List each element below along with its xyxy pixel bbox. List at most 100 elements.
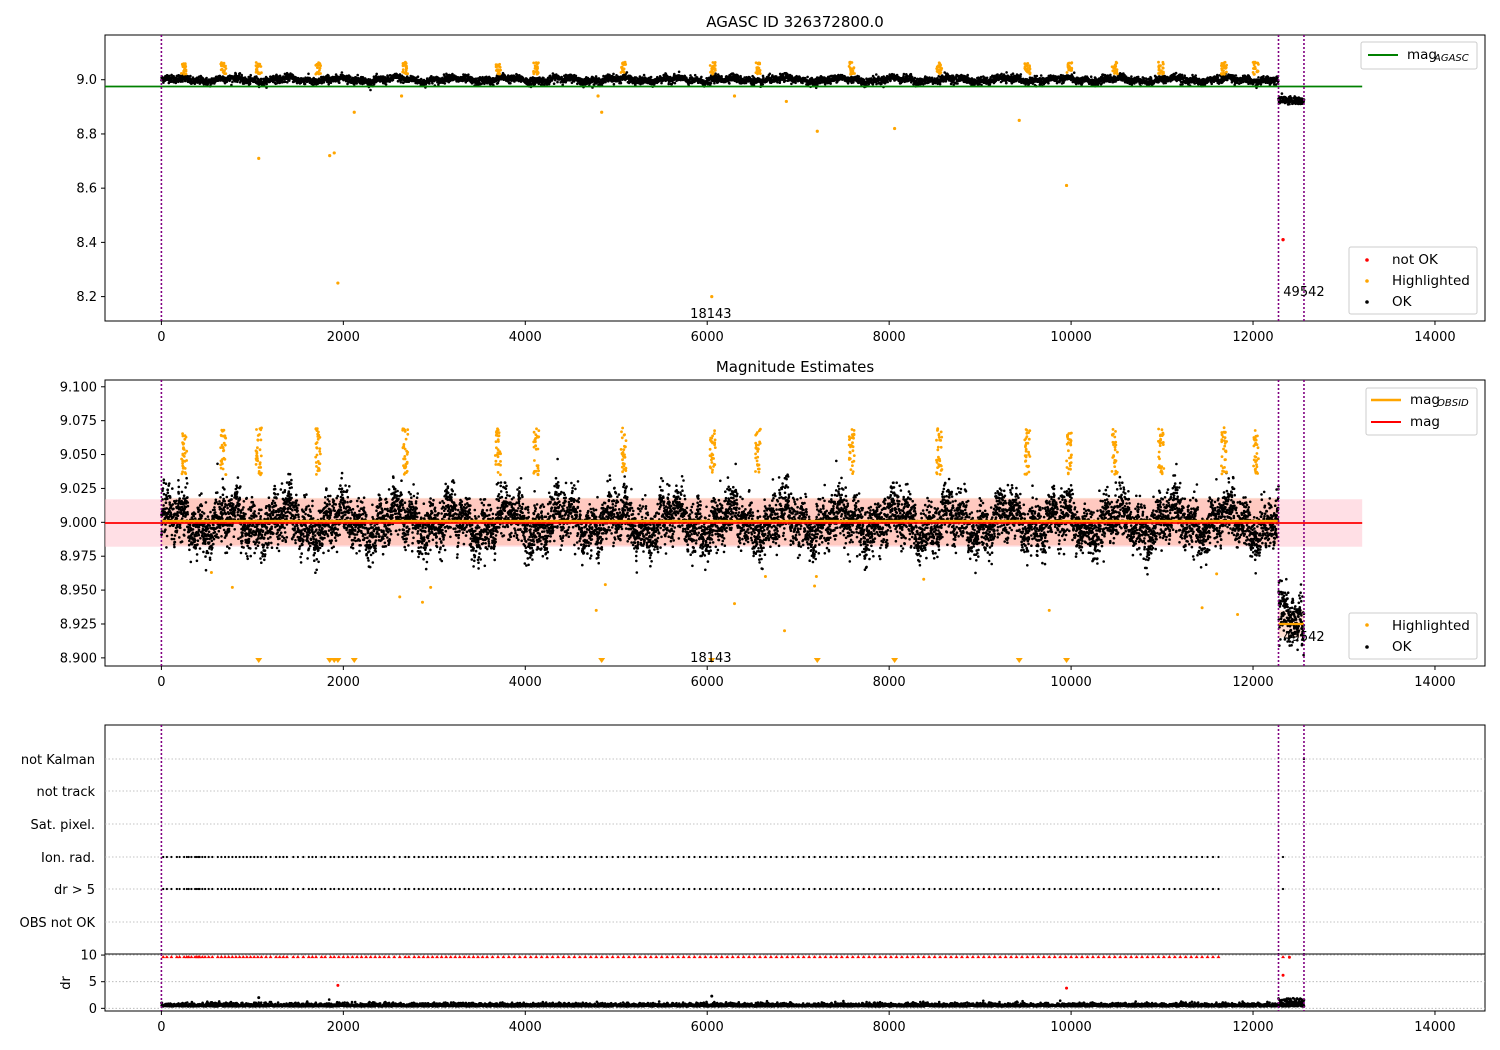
ok-point	[181, 80, 184, 83]
ok-point	[428, 82, 431, 85]
ok-point	[1157, 80, 1160, 84]
ok-point	[781, 74, 785, 77]
ok-point	[349, 75, 352, 79]
ok-point	[956, 82, 959, 85]
panel1-plot-area	[105, 35, 1363, 321]
ok-point	[419, 77, 423, 81]
ok-point	[1089, 75, 1093, 78]
ok-point	[163, 79, 167, 83]
ok-point	[592, 83, 596, 86]
ok-point	[509, 81, 512, 85]
ok-point	[396, 79, 400, 83]
ok-point	[728, 82, 731, 85]
ok-point	[340, 71, 344, 74]
ok-point	[1109, 73, 1112, 77]
ok-point	[183, 79, 187, 83]
ok-point	[369, 88, 372, 92]
ok-point	[170, 73, 173, 77]
ok-point	[846, 82, 850, 85]
ok-point	[1039, 74, 1043, 77]
ok-point	[191, 76, 195, 79]
ok-point	[574, 74, 578, 78]
ok-point	[966, 73, 969, 77]
ok-point	[399, 81, 403, 84]
ok-point	[322, 81, 326, 84]
ok-point	[979, 75, 983, 79]
ok-point	[829, 74, 833, 78]
panel1-frame	[104, 34, 1486, 322]
ok-point	[162, 81, 165, 84]
ok-point	[913, 76, 917, 80]
ok-point	[205, 76, 208, 80]
ok-point	[259, 77, 263, 81]
ok-point	[720, 75, 723, 78]
ok-point	[467, 73, 470, 76]
ok-point	[829, 82, 832, 85]
ok-point	[338, 81, 341, 84]
ok-point	[286, 81, 289, 84]
ok-point	[1000, 72, 1003, 76]
ok-point	[693, 73, 697, 77]
agasc-panel: AGASC ID 326372800.0 0 2000 4000 6000 8000 10…	[76, 13, 1486, 345]
ok-point	[384, 83, 388, 86]
ok-point	[744, 81, 748, 85]
ok-point	[533, 82, 537, 86]
ok-point	[1005, 81, 1008, 85]
ok-point	[875, 73, 878, 76]
ok-point	[886, 80, 889, 84]
ok-point	[288, 79, 291, 82]
ok-point	[561, 83, 564, 87]
ok-point	[249, 73, 252, 77]
ok-point	[687, 83, 690, 87]
ok-point	[906, 74, 909, 78]
ok-point	[619, 81, 623, 85]
ok-point	[372, 83, 376, 86]
ok-point	[230, 83, 233, 87]
ok-point	[612, 82, 616, 86]
ok-point	[284, 80, 287, 83]
ok-point	[852, 81, 855, 84]
ok-point	[902, 72, 906, 76]
ok-point	[778, 81, 782, 84]
ok-point	[240, 73, 243, 77]
ok-point	[437, 83, 440, 86]
ok-point	[875, 82, 878, 86]
ok-point	[254, 78, 257, 81]
ok-point	[189, 74, 192, 78]
ok-point	[649, 75, 653, 79]
ok-point	[507, 79, 511, 83]
ok-point	[752, 83, 756, 87]
ok-point	[1047, 81, 1050, 85]
ok-point	[709, 82, 713, 85]
ok-point	[464, 81, 468, 84]
ok-point	[818, 81, 822, 85]
ok-point	[554, 78, 557, 82]
ok-point	[576, 82, 579, 86]
ok-point	[355, 82, 359, 85]
ok-point	[806, 75, 809, 79]
ok-point	[794, 81, 797, 85]
ok-point	[660, 81, 663, 85]
ok-point	[689, 74, 692, 77]
ok-point	[761, 83, 765, 86]
ok-point	[801, 81, 804, 85]
ok-point	[405, 75, 409, 78]
ok-point	[541, 83, 544, 86]
ok-point	[443, 82, 447, 85]
ok-point	[642, 73, 646, 77]
ok-point	[902, 75, 905, 78]
ok-point	[356, 73, 360, 77]
ok-point	[238, 81, 242, 84]
ok-point	[673, 81, 677, 85]
ok-point	[1149, 76, 1153, 80]
ok-point	[612, 72, 615, 76]
ok-point	[238, 72, 242, 75]
ok-point	[248, 82, 252, 85]
ok-point	[416, 75, 420, 78]
ok-point	[938, 82, 942, 86]
ok-point	[445, 72, 448, 76]
ok-point	[372, 75, 376, 78]
ok-point	[784, 79, 787, 82]
ok-point	[564, 73, 568, 77]
